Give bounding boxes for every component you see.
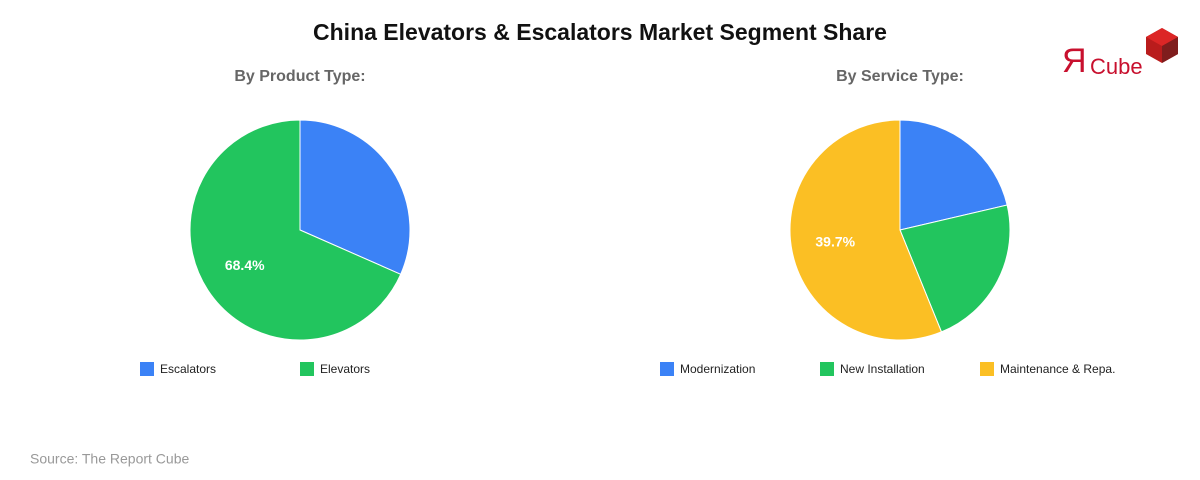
pie-slice [789,119,943,341]
legend-swatch [820,362,834,376]
source-note: Source: The Report Cube [30,451,189,467]
data-label: 39.7% [815,233,855,249]
legend-label: Modernization [680,362,755,376]
pie-slice [189,119,402,341]
legend-swatch [660,362,674,376]
logo-cube-side [1162,37,1178,63]
pie-slice [899,204,1011,333]
legend-swatch [980,362,994,376]
legend-label: Escalators [160,362,216,376]
legend-label: Elevators [320,362,370,376]
pie-slice [899,119,1008,231]
data-label: 68.4% [225,257,265,273]
legend-label: Maintenance & Repa. [1000,362,1115,376]
subtitle: By Service Type: [836,68,964,85]
logo: Я Cube [1062,28,1178,80]
logo-mark: Я [1062,42,1087,80]
logo-name: Cube [1090,54,1143,79]
legend-swatch [300,362,314,376]
chart-title: China Elevators & Escalators Market Segm… [313,19,887,45]
pie-slice [299,119,411,275]
legend-swatch [140,362,154,376]
legend-label: New Installation [840,362,925,376]
subtitle: By Product Type: [234,68,365,85]
